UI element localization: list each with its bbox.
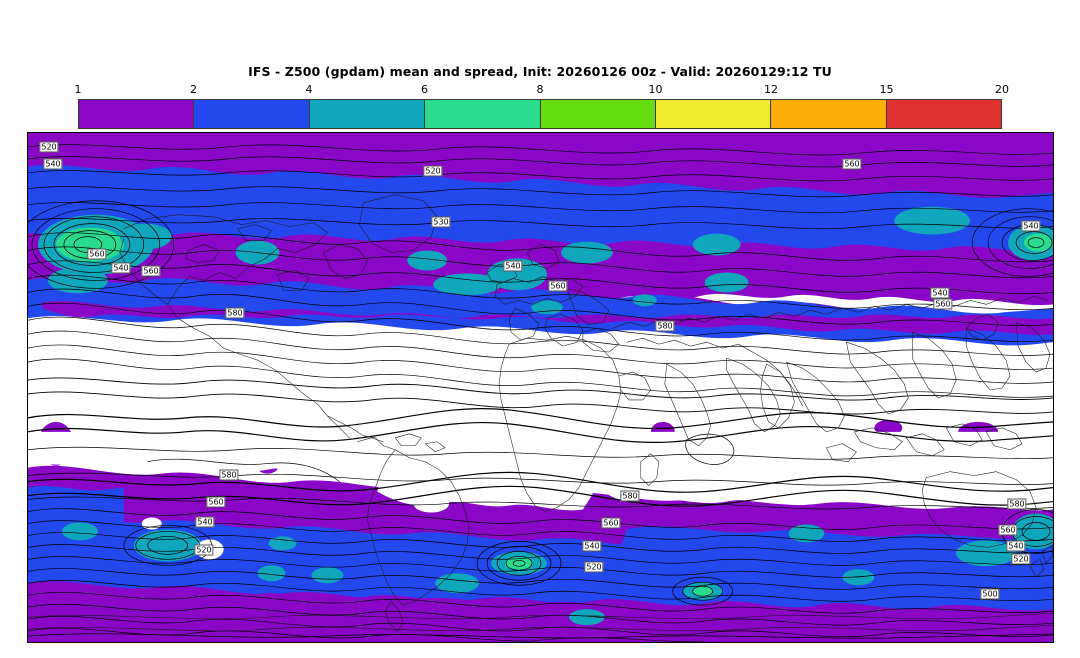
spread-teal-sh2 [61, 522, 98, 541]
spread-teal-sh1 [133, 529, 202, 562]
contour-lines-layer [28, 144, 1053, 642]
spread-teal-npacific3 [119, 223, 172, 250]
spread-teal-easia [692, 233, 741, 256]
colorbar-tick-12: 12 [764, 83, 778, 96]
contour-label-540: 540 [503, 260, 523, 272]
contour-label-540: 540 [582, 540, 602, 552]
contour-label-560: 560 [141, 265, 161, 277]
page-title: IFS - Z500 (gpdam) mean and spread, Init… [248, 64, 832, 79]
spread-green-pacific-e [1024, 233, 1053, 252]
contour-label-560: 560 [601, 517, 621, 529]
spread-green-sh7 [505, 557, 534, 570]
contour-label-520: 520 [584, 561, 604, 573]
spread-teal-atlantic [407, 250, 448, 271]
map-plot-area: 520 540 520 560 530 540 560 540 560 540 560 540 560 5… [27, 132, 1054, 643]
colorbar-segment-2-4 [194, 100, 310, 128]
spread-teal-npac-mid [704, 272, 749, 293]
contour-label-580: 580 [225, 307, 245, 319]
contour-label-500: 500 [980, 588, 1000, 600]
contour-label-580: 580 [620, 490, 640, 502]
contour-label-580: 580 [1007, 498, 1027, 510]
colorbar: 1 2 4 6 8 10 12 15 20 [74, 83, 1010, 131]
spread-teal-npacific2 [47, 267, 108, 294]
contour-label-580: 580 [655, 320, 675, 332]
spread-teal-sh5 [311, 567, 344, 584]
contour-label-540: 540 [195, 516, 215, 528]
contour-label-560: 560 [87, 248, 107, 260]
spread-teal-sh13 [568, 609, 605, 626]
spread-teal-easia2 [894, 206, 971, 235]
contour-label-560: 560 [548, 280, 568, 292]
contour-label-560: 560 [998, 524, 1018, 536]
contour-label-540: 540 [111, 262, 131, 274]
colorbar-gradient [78, 99, 1002, 129]
spread-white-hole-sh2 [141, 517, 162, 530]
colorbar-segment-1-2 [79, 100, 195, 128]
colorbar-segment-6-8 [425, 100, 541, 128]
colorbar-tick-10: 10 [648, 83, 663, 96]
spread-teal-nasia [560, 241, 613, 264]
colorbar-tick-1: 1 [74, 83, 82, 96]
colorbar-tick-8: 8 [536, 83, 544, 96]
colorbar-segment-15-20 [886, 100, 1001, 128]
spread-sh-white-1 [28, 431, 1053, 485]
contour-label-520: 520 [39, 141, 59, 153]
colorbar-tick-4: 4 [305, 83, 313, 96]
contour-label-580: 580 [219, 469, 239, 481]
colorbar-tick-15: 15 [879, 83, 894, 96]
colorbar-segment-4-6 [309, 100, 426, 128]
spread-tropics-white-nh [28, 316, 1053, 432]
contour-label-520: 520 [423, 165, 443, 177]
colorbar-tick-20: 20 [995, 83, 1009, 96]
contour-label-560: 560 [206, 496, 226, 508]
contour-label-560: 560 [842, 158, 862, 170]
spread-teal-sh8 [842, 569, 875, 586]
contour-label-530: 530 [431, 216, 451, 228]
coastline-layer [28, 194, 1053, 632]
colorbar-segment-8-10 [540, 100, 656, 128]
colorbar-tick-2: 2 [190, 83, 197, 96]
spread-white-hole-sh3 [413, 494, 450, 513]
contour-label-540: 540 [43, 158, 63, 170]
contour-label-560: 560 [933, 298, 953, 310]
spread-teal-europe2 [433, 273, 502, 296]
spread-nh-blue-upper [28, 164, 1053, 252]
spread-teal-sh3 [268, 536, 297, 551]
spread-teal-sh9 [956, 540, 1017, 567]
spread-sh-purple-bottom [28, 581, 1053, 642]
contour-label-540: 540 [930, 287, 950, 299]
spread-sh-white-3 [600, 459, 817, 506]
colorbar-tick-labels: 1 2 4 6 8 10 12 15 20 [74, 83, 1010, 99]
contour-label-520: 520 [1011, 553, 1031, 565]
spread-teal-speck-nh2 [632, 294, 657, 307]
colorbar-tick-6: 6 [421, 83, 428, 96]
spread-green-sh12 [692, 586, 713, 597]
contour-label-540: 540 [1021, 220, 1041, 232]
contour-label-540: 540 [1006, 540, 1026, 552]
spread-teal-sh10 [788, 524, 825, 543]
spread-sh-blue-2 [614, 526, 1053, 585]
colorbar-segment-12-15 [771, 100, 887, 128]
spread-teal-sh6 [257, 565, 286, 582]
contour-label-520: 520 [194, 544, 214, 556]
map-canvas [28, 133, 1053, 642]
spread-green-npacific [55, 227, 124, 262]
colorbar-segment-10-12 [655, 100, 772, 128]
